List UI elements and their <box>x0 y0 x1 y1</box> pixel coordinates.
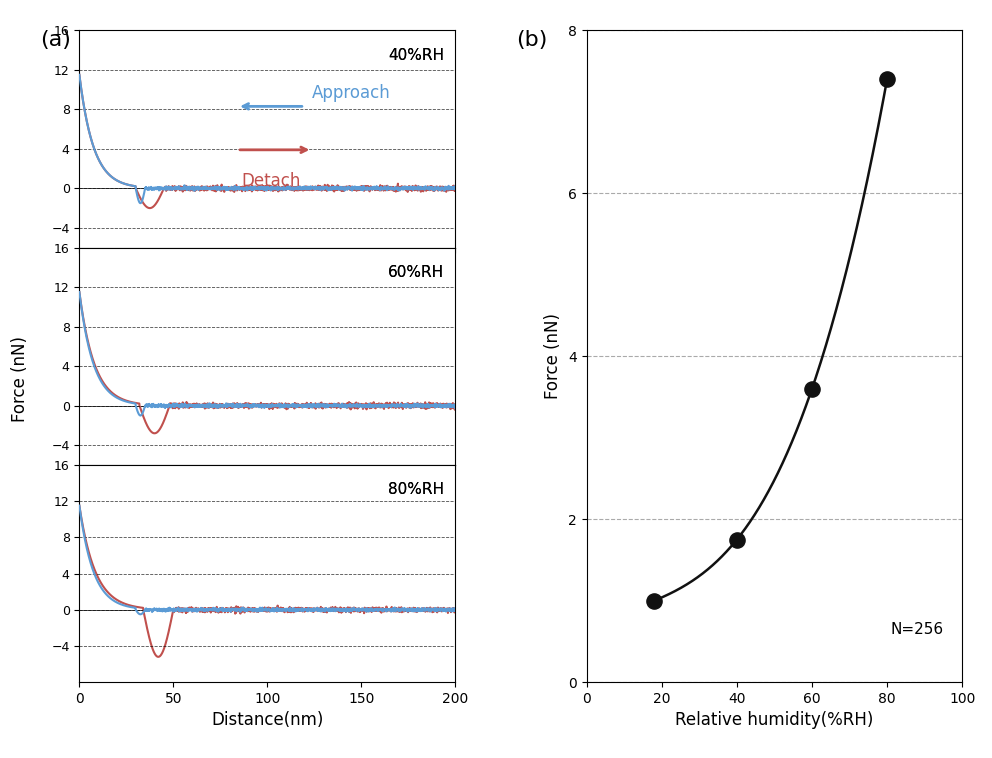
Text: N=256: N=256 <box>891 622 943 637</box>
X-axis label: Relative humidity(%RH): Relative humidity(%RH) <box>676 712 874 729</box>
Text: Detach: Detach <box>241 171 301 190</box>
Point <box>729 534 745 546</box>
Text: 60%RH: 60%RH <box>388 265 443 280</box>
Text: 60%RH: 60%RH <box>388 265 443 280</box>
X-axis label: Distance(nm): Distance(nm) <box>211 712 323 729</box>
Text: (a): (a) <box>40 30 70 50</box>
Point <box>646 594 662 606</box>
Point <box>805 383 820 395</box>
Text: 40%RH: 40%RH <box>388 48 443 63</box>
Text: 40%RH: 40%RH <box>388 48 443 63</box>
Text: 80%RH: 80%RH <box>388 482 443 497</box>
Y-axis label: Force (nN): Force (nN) <box>545 313 562 399</box>
Point <box>879 74 895 86</box>
Text: (b): (b) <box>516 30 548 50</box>
Text: Force (nN): Force (nN) <box>11 336 29 422</box>
Text: 80%RH: 80%RH <box>388 482 443 497</box>
Text: Approach: Approach <box>312 84 391 102</box>
